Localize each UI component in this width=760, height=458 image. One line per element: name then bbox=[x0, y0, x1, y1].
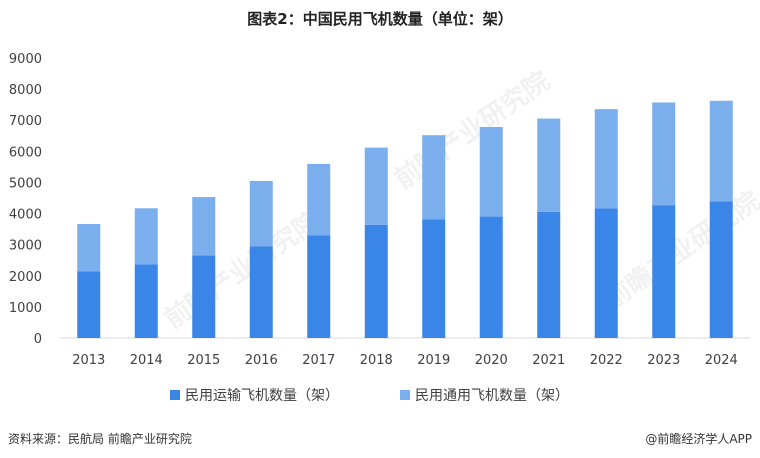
x-tick-label: 2014 bbox=[130, 353, 163, 368]
bar-general-aircraft bbox=[249, 180, 273, 247]
x-tick-label: 2020 bbox=[475, 353, 508, 368]
x-tick-label: 2019 bbox=[417, 353, 450, 368]
bar-general-aircraft bbox=[307, 163, 331, 236]
x-tick-label: 2016 bbox=[245, 353, 278, 368]
bar-transport-aircraft bbox=[192, 255, 216, 338]
y-tick-label: 0 bbox=[34, 332, 42, 347]
bar-transport-aircraft bbox=[77, 271, 101, 338]
bar-general-aircraft bbox=[537, 118, 561, 212]
bar-general-aircraft bbox=[134, 208, 158, 265]
legend-general-swatch bbox=[400, 390, 410, 400]
chart-title: 图表2：中国民用飞机数量（单位：架） bbox=[247, 10, 513, 28]
bar-transport-aircraft bbox=[134, 264, 158, 338]
y-tick-label: 3000 bbox=[9, 239, 42, 254]
legend-transport-swatch bbox=[170, 390, 180, 400]
bar-transport-aircraft bbox=[594, 208, 618, 338]
y-axis: 0 1000 2000 3000 4000 5000 6000 7000 8000 9000 bbox=[9, 52, 42, 347]
x-tick-label: 2021 bbox=[532, 353, 565, 368]
y-tick-label: 8000 bbox=[9, 83, 42, 98]
credit-note: @前瞻经济学人APP bbox=[645, 432, 752, 446]
bar-general-aircraft bbox=[77, 223, 101, 272]
bar-transport-aircraft bbox=[709, 201, 733, 338]
y-tick-label: 7000 bbox=[9, 114, 42, 129]
bar-transport-aircraft bbox=[537, 211, 561, 338]
bar-general-aircraft bbox=[479, 126, 503, 217]
bar-transport-aircraft bbox=[652, 205, 676, 338]
bar-general-aircraft bbox=[192, 197, 216, 256]
y-tick-label: 6000 bbox=[9, 145, 42, 160]
bars bbox=[77, 100, 733, 338]
bar-general-aircraft bbox=[422, 135, 446, 220]
bar-transport-aircraft bbox=[307, 235, 331, 338]
x-tick-label: 2018 bbox=[360, 353, 393, 368]
y-tick-label: 9000 bbox=[9, 52, 42, 67]
x-tick-label: 2022 bbox=[590, 353, 623, 368]
y-tick-label: 1000 bbox=[9, 301, 42, 316]
bar-general-aircraft bbox=[364, 147, 388, 225]
legend-general-label: 民用通用飞机数量（架） bbox=[415, 388, 569, 404]
bar-transport-aircraft bbox=[479, 216, 503, 338]
source-note: 资料来源：民航局 前瞻产业研究院 bbox=[8, 432, 192, 446]
bar-general-aircraft bbox=[709, 100, 733, 202]
bar-transport-aircraft bbox=[422, 219, 446, 338]
y-tick-label: 5000 bbox=[9, 176, 42, 191]
y-tick-label: 4000 bbox=[9, 208, 42, 223]
stacked-bar-chart: 0 1000 2000 3000 4000 5000 6000 7000 8000 9000 20… bbox=[9, 52, 750, 404]
x-tick-label: 2015 bbox=[187, 353, 220, 368]
legend: 民用运输飞机数量（架） 民用通用飞机数量（架） bbox=[170, 388, 569, 404]
x-axis: 2013 2014 2015 2016 2017 2018 2019 2020 2021 2022… bbox=[60, 337, 750, 368]
y-tick-label: 2000 bbox=[9, 270, 42, 285]
bar-transport-aircraft bbox=[364, 224, 388, 338]
legend-transport-label: 民用运输飞机数量（架） bbox=[185, 388, 339, 404]
bar-transport-aircraft bbox=[249, 246, 273, 338]
bar-general-aircraft bbox=[594, 109, 618, 209]
x-tick-label: 2023 bbox=[647, 353, 680, 368]
bar-general-aircraft bbox=[652, 102, 676, 206]
x-tick-label: 2013 bbox=[72, 353, 105, 368]
x-tick-label: 2017 bbox=[302, 353, 335, 368]
x-tick-label: 2024 bbox=[705, 353, 738, 368]
